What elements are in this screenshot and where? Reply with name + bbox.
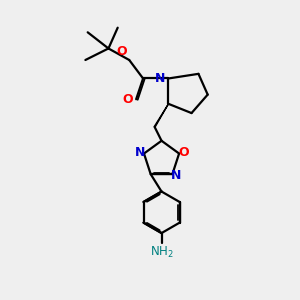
Text: O: O <box>122 93 133 106</box>
Text: N: N <box>171 169 182 182</box>
Text: O: O <box>178 146 189 159</box>
Text: O: O <box>116 45 127 58</box>
Text: NH$_2$: NH$_2$ <box>150 244 173 260</box>
Polygon shape <box>154 104 169 127</box>
Text: N: N <box>154 72 165 85</box>
Text: N: N <box>135 146 145 159</box>
